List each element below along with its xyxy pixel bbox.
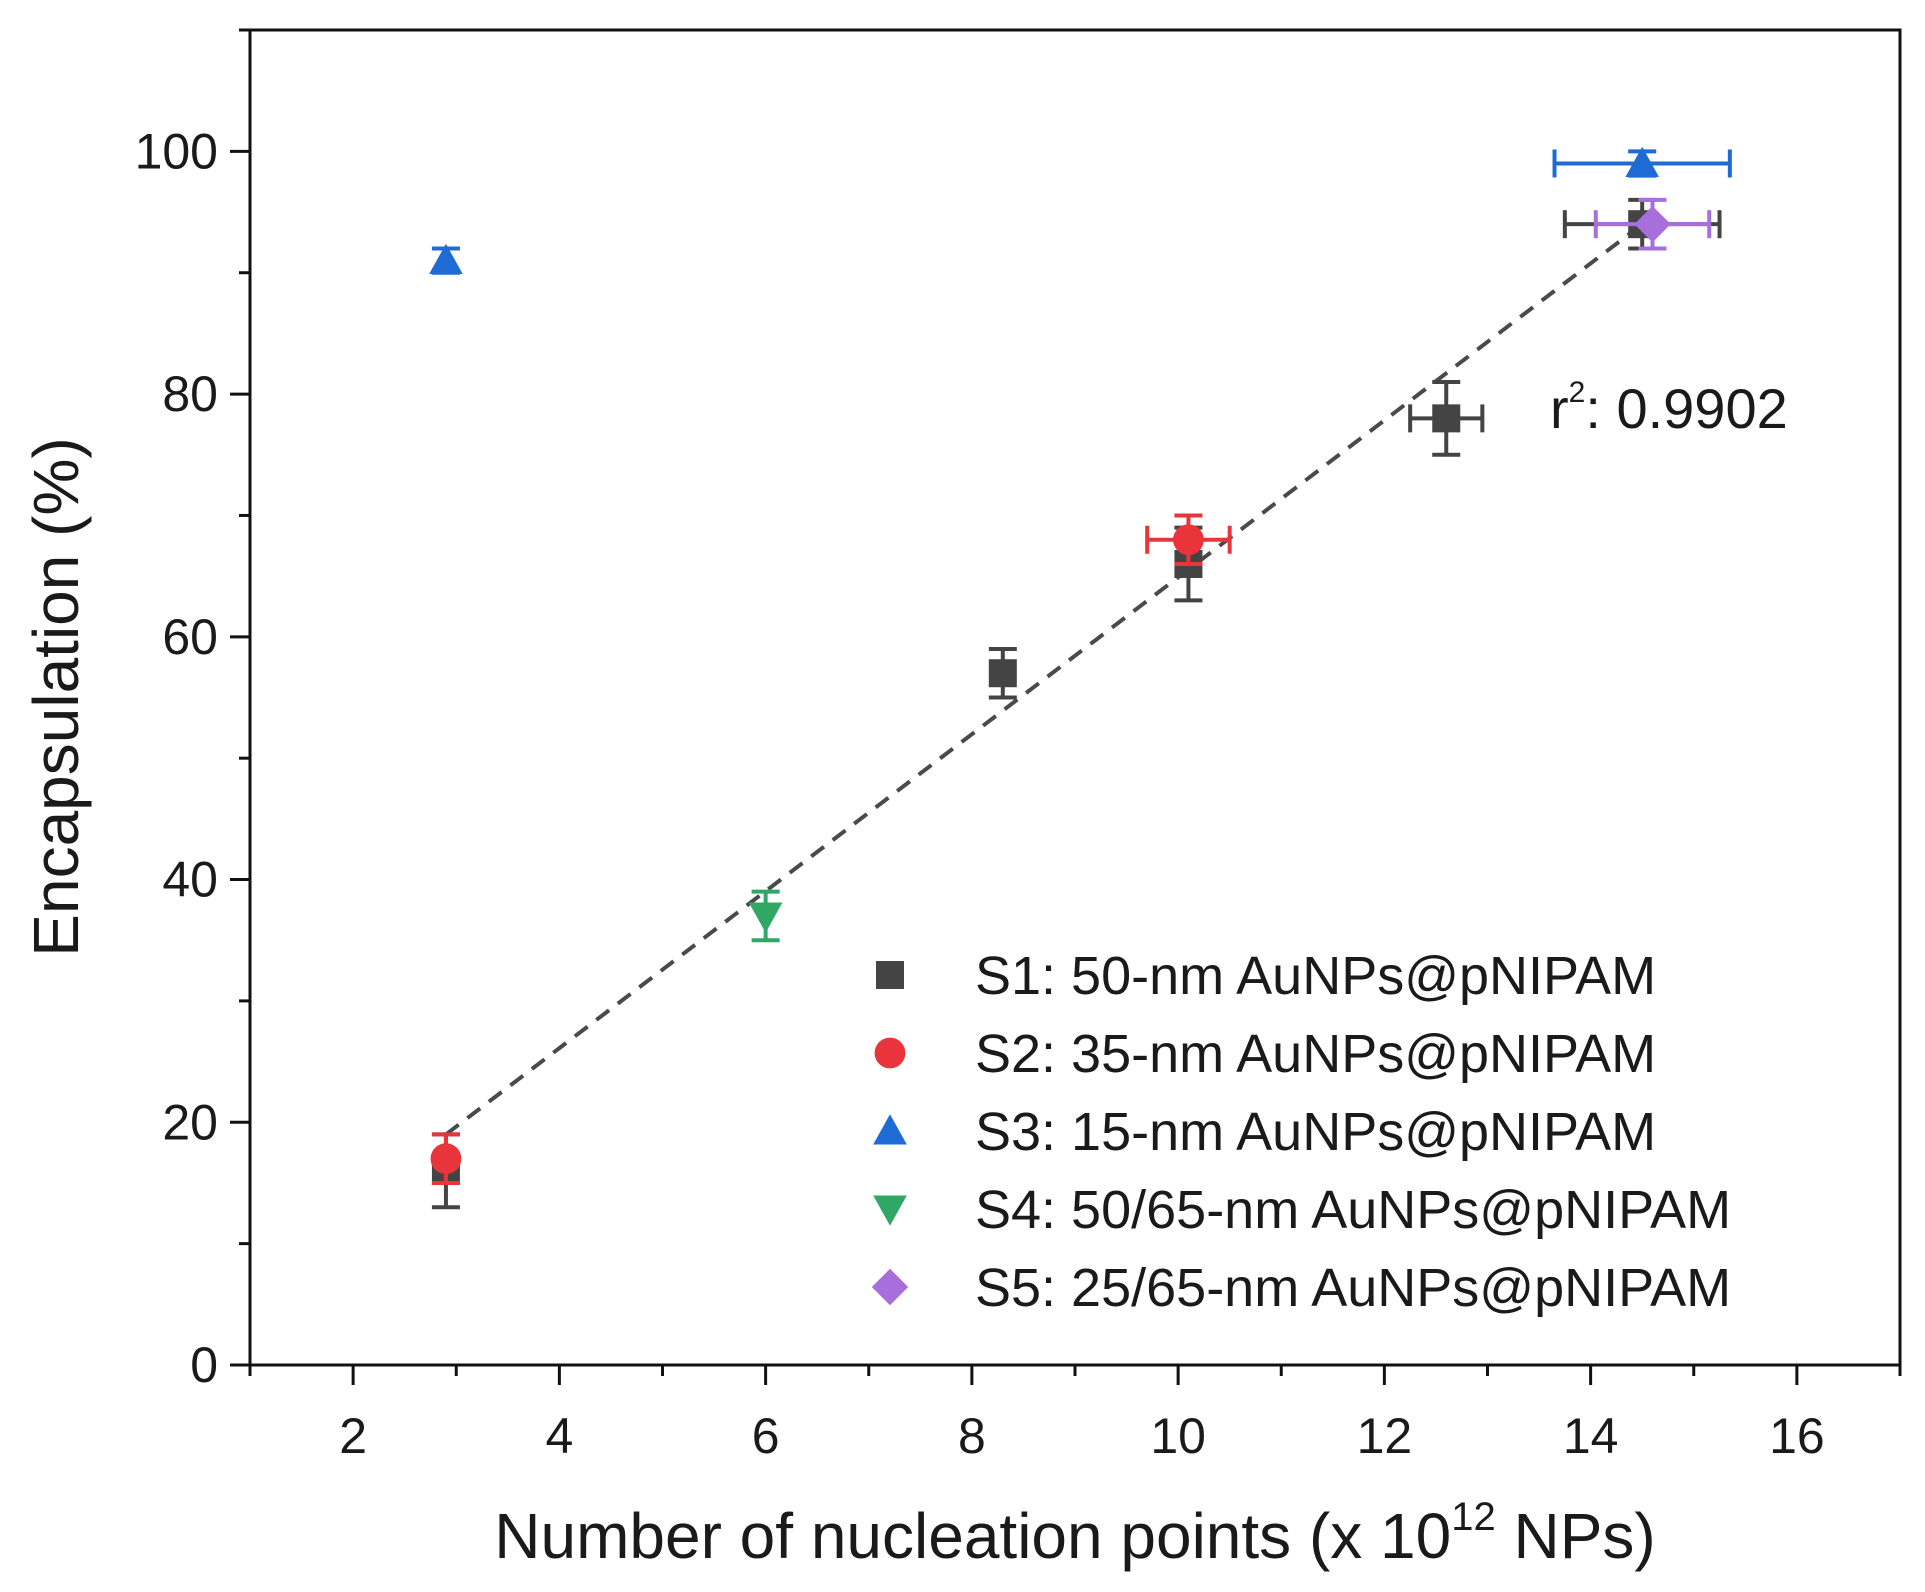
series-s3: [429, 146, 1732, 275]
y-axis-title: Encapsulation (%): [20, 437, 92, 956]
y-tick-label: 20: [162, 1094, 218, 1150]
data-point: [1432, 404, 1461, 433]
y-tick-label: 0: [190, 1337, 218, 1393]
legend-marker: [873, 1195, 907, 1226]
x-tick-label: 4: [545, 1408, 573, 1464]
axis-ticks: 2 4 6 8 10 12 14 16 0 20 40 60 80 100: [135, 28, 1902, 1464]
data-point: [988, 659, 1017, 688]
x-tick-label: 16: [1769, 1408, 1825, 1464]
y-tick-label: 100: [135, 123, 218, 179]
legend-marker: [876, 961, 904, 989]
data-point: [429, 243, 463, 275]
y-tick-label: 40: [162, 852, 218, 908]
x-axis-title: Number of nucleation points (x 1012 NPs): [494, 1495, 1655, 1572]
data-points-layer: [429, 146, 1732, 1210]
linear-fit-line: [444, 222, 1644, 1137]
legend: S1: 50-nm AuNPs@pNIPAM S2: 35-nm AuNPs@pN…: [871, 946, 1731, 1318]
legend-label: S4: 50/65-nm AuNPs@pNIPAM: [975, 1180, 1731, 1240]
x-tick-label: 6: [752, 1408, 780, 1464]
x-tick-label: 2: [339, 1408, 367, 1464]
data-point: [1173, 524, 1204, 556]
r2-annotation: r2: 0.9902: [1550, 376, 1788, 440]
x-tick-label: 8: [958, 1408, 986, 1464]
data-point: [748, 902, 783, 933]
legend-marker: [874, 1037, 906, 1069]
legend-marker: [873, 1114, 907, 1145]
x-tick-label: 14: [1563, 1408, 1619, 1464]
x-tick-label: 12: [1357, 1408, 1413, 1464]
fit-line-layer: [444, 222, 1644, 1137]
legend-label: S1: 50-nm AuNPs@pNIPAM: [975, 946, 1656, 1006]
legend-marker: [871, 1268, 909, 1306]
data-point: [1634, 205, 1671, 243]
series-s2: [430, 513, 1232, 1185]
series-s5: [1593, 197, 1712, 251]
series-s4: [748, 889, 783, 943]
y-tick-label: 60: [162, 609, 218, 665]
data-point: [1625, 146, 1659, 177]
data-point: [430, 1143, 462, 1175]
legend-label: S2: 35-nm AuNPs@pNIPAM: [975, 1024, 1656, 1084]
y-tick-label: 80: [162, 366, 218, 422]
x-tick-label: 10: [1150, 1408, 1206, 1464]
legend-label: S3: 15-nm AuNPs@pNIPAM: [975, 1102, 1656, 1162]
legend-label: S5: 25/65-nm AuNPs@pNIPAM: [975, 1258, 1731, 1318]
